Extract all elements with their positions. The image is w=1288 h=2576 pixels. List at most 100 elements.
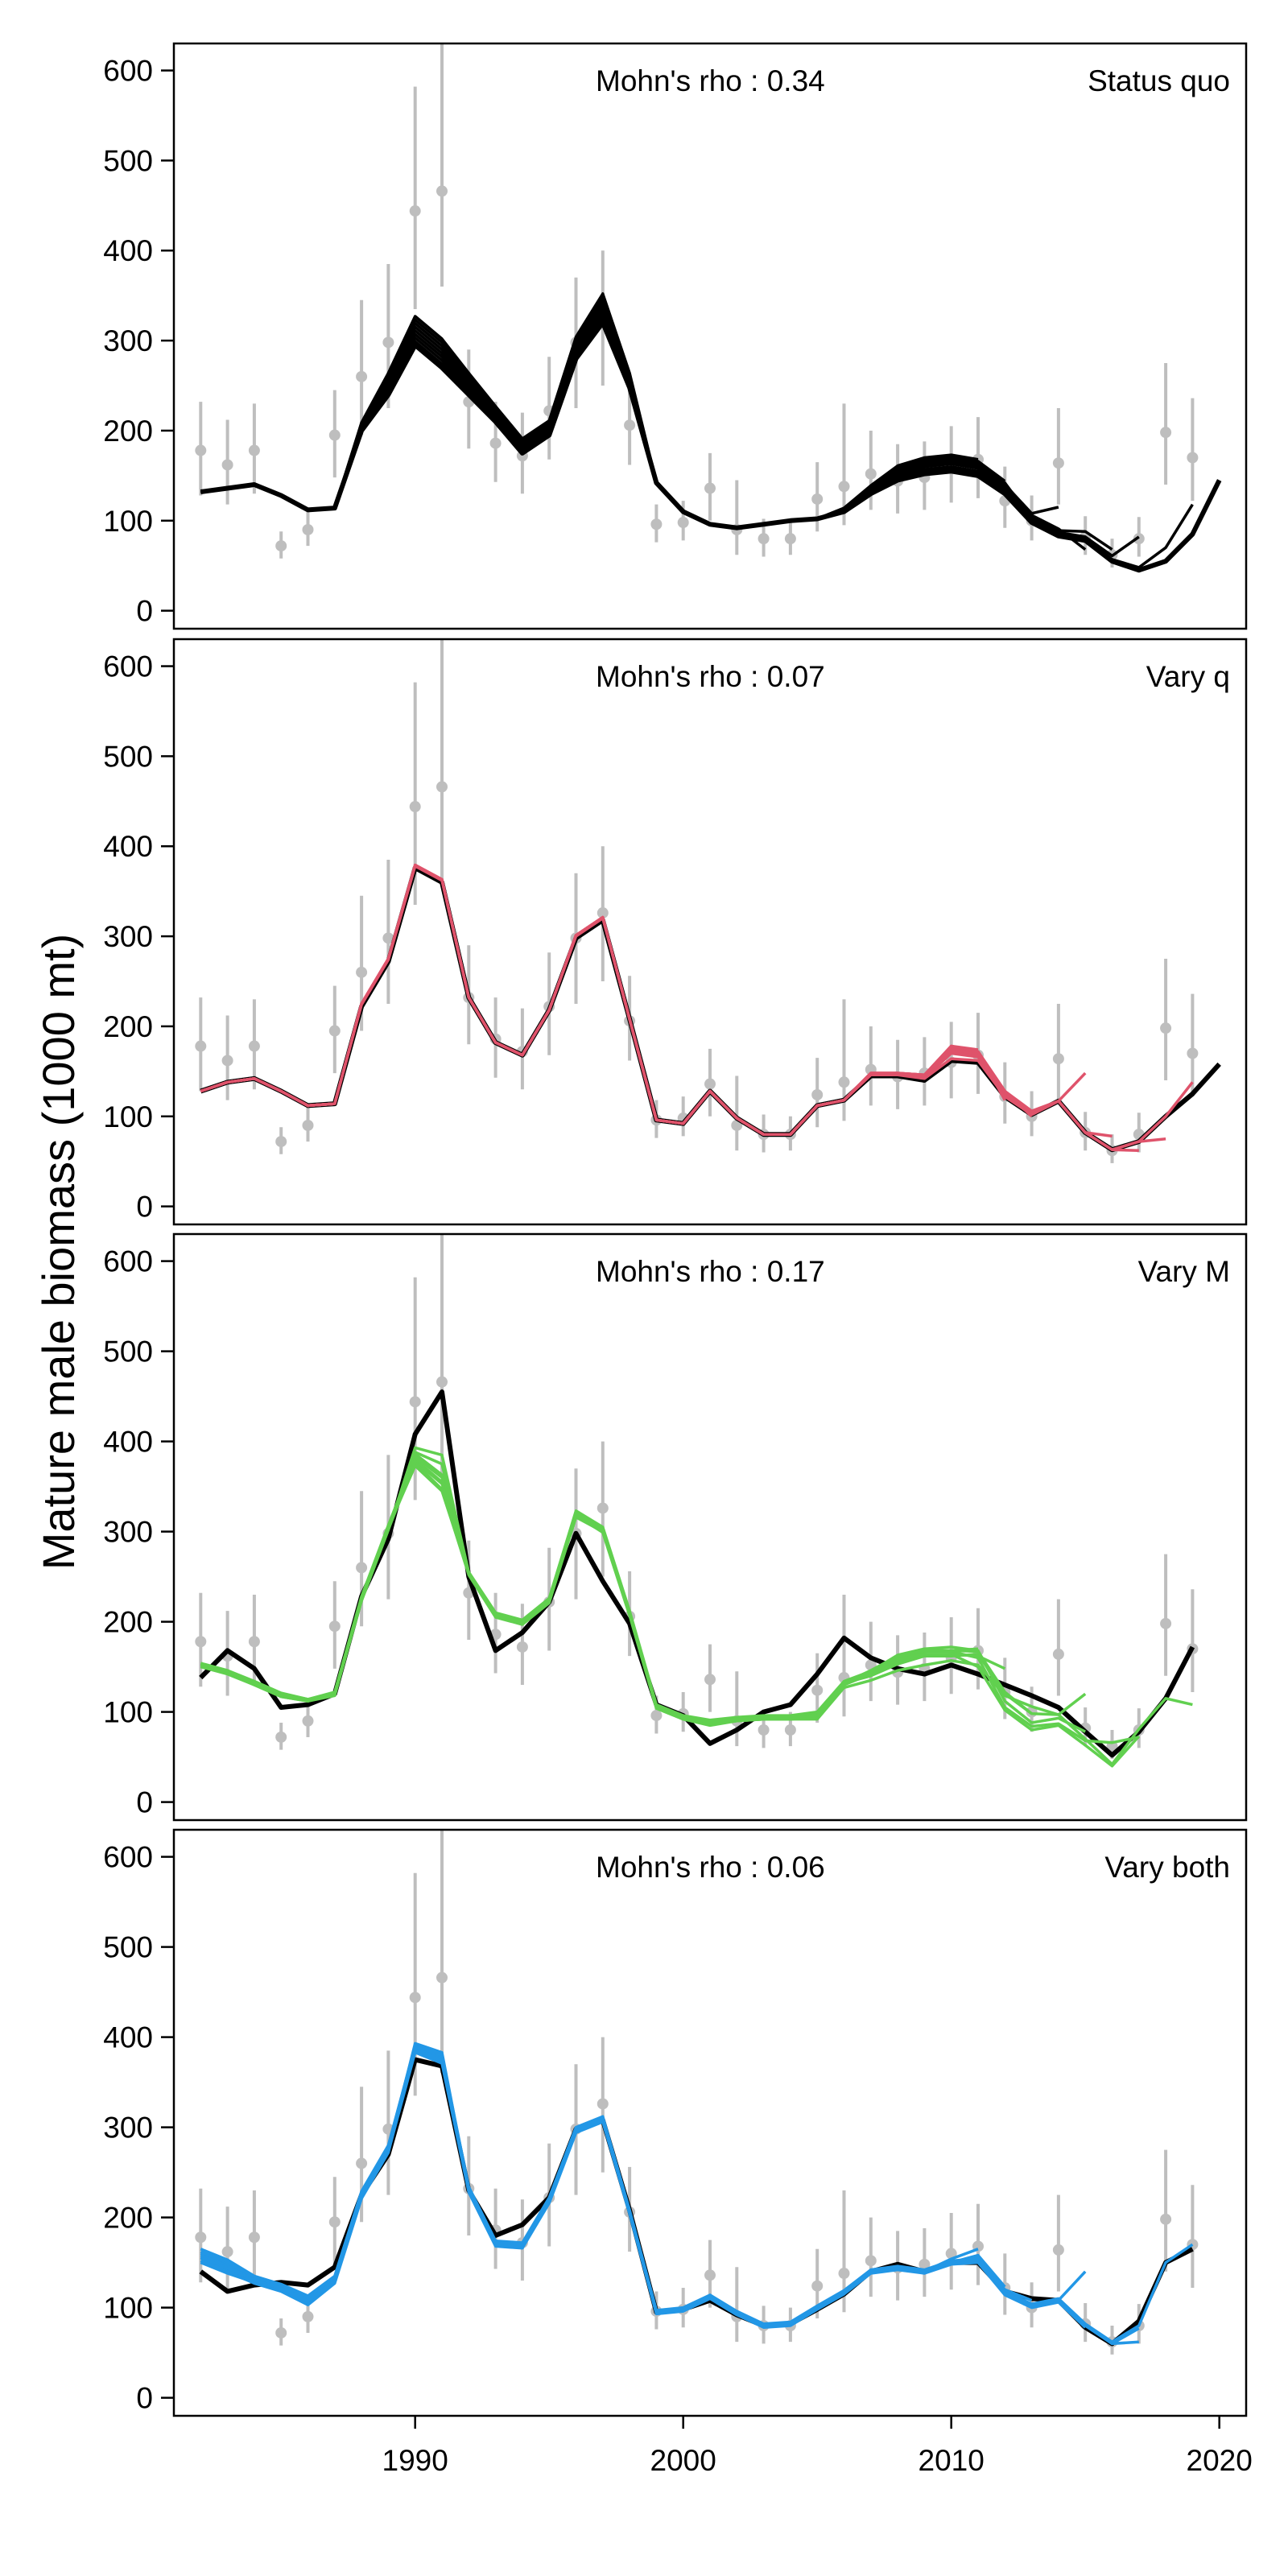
survey-point (221, 459, 233, 471)
survey-point (838, 2268, 850, 2280)
survey-point (275, 1136, 287, 1148)
survey-point (248, 1636, 260, 1648)
survey-point (248, 2231, 260, 2244)
y-tick-label: 0 (136, 595, 153, 628)
y-tick-label: 600 (103, 1245, 153, 1278)
y-tick-label: 600 (103, 1841, 153, 1874)
retrospective-peel-line (200, 863, 1139, 1153)
retrospective-peel-line (200, 2043, 1033, 2326)
survey-observations (195, 639, 1199, 1163)
y-tick-label: 500 (103, 144, 153, 177)
survey-point (302, 1715, 314, 1727)
y-tick-label: 300 (103, 2112, 153, 2145)
survey-point (811, 2280, 824, 2292)
y-tick-label: 600 (103, 55, 153, 88)
panel-vary-q: 0 100 200 300 400 500 600 Mohn's rho : 0.07 Vary… (103, 638, 1248, 1226)
y-tick-label: 100 (103, 2292, 153, 2325)
survey-point (1052, 457, 1064, 469)
survey-point (409, 205, 421, 217)
panel-frame (172, 42, 1248, 630)
survey-point (516, 1641, 528, 1653)
model-lines (199, 2041, 1194, 2347)
mohns-rho-label: Mohn's rho : 0.07 (596, 660, 825, 693)
survey-observations (195, 1830, 1199, 2355)
survey-point (195, 1040, 207, 1052)
survey-point (221, 2246, 233, 2258)
survey-point (248, 444, 260, 456)
survey-point (409, 1992, 421, 2004)
survey-point (677, 517, 689, 529)
survey-point (1187, 452, 1199, 464)
y-tick-label: 500 (103, 1335, 153, 1368)
y-axis-label: Mature male biomass (1000 mt) (33, 934, 84, 1571)
survey-point (382, 932, 394, 944)
survey-point (302, 2310, 314, 2322)
survey-point (1133, 533, 1145, 545)
retrospective-peel-line (200, 2047, 1139, 2346)
y-tick-label: 200 (103, 2202, 153, 2235)
survey-point (356, 1562, 368, 1574)
survey-point (1052, 1053, 1064, 1065)
survey-point (195, 2231, 207, 2244)
survey-point (1052, 2244, 1064, 2256)
survey-point (1052, 1648, 1064, 1660)
survey-point (221, 1055, 233, 1067)
survey-point (275, 2326, 287, 2339)
panel-frame (172, 1828, 1248, 2417)
retrospective-peel-line (200, 863, 979, 1136)
survey-point (1187, 1047, 1199, 1059)
survey-point (597, 1502, 609, 1514)
survey-point (356, 370, 368, 382)
survey-point (811, 1684, 824, 1696)
y-tick-label: 0 (136, 1786, 153, 1819)
survey-point (758, 533, 770, 545)
survey-point (650, 1710, 663, 1722)
survey-point (784, 533, 796, 545)
x-tick-label: 2010 (919, 2444, 985, 2477)
y-tick-label: 300 (103, 1516, 153, 1549)
survey-point (302, 1119, 314, 1131)
survey-point (838, 1076, 850, 1088)
survey-point (945, 2248, 957, 2260)
retrospective-peel-line (200, 314, 1140, 558)
survey-point (275, 540, 287, 552)
y-tick-label: 500 (103, 1931, 153, 1964)
survey-point (624, 419, 636, 431)
survey-point (409, 1396, 421, 1408)
x-tick-label: 2020 (1187, 2444, 1253, 2477)
survey-point (195, 444, 207, 456)
panels-group: 0 100 200 300 400 500 600 Mohn's rho : 0.34 Stat… (103, 42, 1248, 2417)
y-tick-label: 400 (103, 830, 153, 863)
mohns-rho-label: Mohn's rho : 0.34 (596, 64, 825, 97)
survey-point (328, 1025, 341, 1037)
y-tick-label: 300 (103, 324, 153, 357)
base-model-line (199, 1389, 1195, 1758)
y-tick-label: 500 (103, 740, 153, 773)
survey-point (436, 185, 448, 197)
model-lines (200, 292, 1222, 573)
panel-label: Vary both (1104, 1851, 1230, 1884)
survey-point (811, 493, 824, 505)
survey-point (1160, 2213, 1172, 2225)
survey-point (356, 2157, 368, 2169)
panel-vary-m: 0 100 200 300 400 500 600 Mohn's rho : 0.17 Vary… (103, 1232, 1248, 1822)
y-tick-label: 200 (103, 415, 153, 448)
survey-point (328, 429, 341, 441)
model-lines (199, 1389, 1195, 1768)
panel-frame (172, 1232, 1248, 1822)
survey-point (865, 2255, 877, 2267)
survey-point (1160, 427, 1172, 439)
retrospective-peel-line (200, 292, 979, 530)
panel-frame (172, 638, 1248, 1226)
panel-label: Status quo (1088, 64, 1230, 97)
y-tick-label: 200 (103, 1010, 153, 1043)
survey-point (436, 781, 448, 793)
survey-point (811, 1088, 824, 1100)
y-tick-label: 100 (103, 505, 153, 538)
y-tick-label: 400 (103, 2021, 153, 2054)
survey-point (838, 481, 850, 493)
retrospective-peel-line (200, 1459, 1033, 1724)
survey-point (275, 1731, 287, 1743)
y-tick-label: 400 (103, 1426, 153, 1459)
